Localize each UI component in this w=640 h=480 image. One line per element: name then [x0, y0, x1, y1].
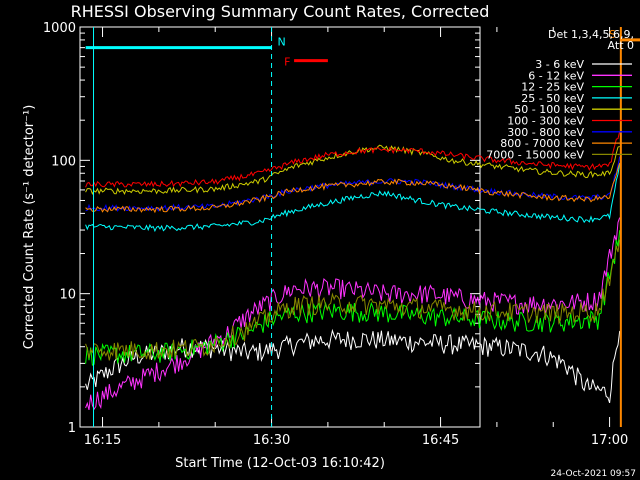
legend-header: Att 0 — [608, 39, 634, 52]
x-tick-label: 16:30 — [253, 433, 290, 448]
x-tick-label: 16:15 — [84, 433, 121, 448]
chart-title: RHESSI Observing Summary Count Rates, Co… — [71, 2, 490, 21]
x-tick-label: 16:45 — [422, 433, 459, 448]
series-6-12keV — [85, 217, 621, 411]
series-line-pre-gap — [85, 163, 621, 233]
series-layer — [85, 131, 621, 411]
legend-entry-label: 100 - 300 keV — [507, 115, 584, 128]
y-tick-label: 1 — [68, 421, 76, 436]
x-tick-label: 17:00 — [591, 433, 628, 448]
axes-group: 110100100016:1516:3016:4517:0017:1517:30… — [43, 21, 628, 448]
legend-entry-label: 800 - 7000 keV — [500, 137, 584, 150]
series-800-7000keV — [85, 162, 621, 214]
legend-header: Det 1,3,4,5,6,9, — [548, 28, 634, 41]
series-line-pre-gap — [85, 230, 621, 366]
footer-date: 24-Oct-2021 09:57 — [551, 469, 636, 479]
overlay-layer: NF S — [85, 27, 640, 427]
legend-entry-label: 50 - 100 keV — [514, 103, 584, 116]
series-line-pre-gap — [85, 144, 620, 195]
y-tick-label: 10 — [59, 288, 76, 303]
series-line-pre-gap — [85, 328, 621, 404]
plot-frame — [79, 26, 481, 428]
y-tick-label: 100 — [51, 154, 76, 169]
series-7000-15000keV — [85, 239, 621, 361]
series-line-pre-gap — [85, 162, 621, 214]
legend-entry-label: 12 - 25 keV — [521, 81, 584, 94]
series-line-pre-gap — [85, 239, 621, 361]
legend-entry-label: 3 - 6 keV — [535, 58, 584, 71]
legend-entry-label: 25 - 50 keV — [521, 92, 584, 105]
y-axis-label: Corrected Count Rate (s⁻¹ detector⁻¹) — [22, 105, 37, 350]
legend-entry-label: 6 - 12 keV — [528, 69, 584, 82]
series-line-pre-gap — [85, 217, 621, 411]
series-line-pre-gap — [85, 131, 621, 188]
legend-entry-label: 300 - 800 keV — [507, 126, 584, 139]
series-line-pre-gap — [85, 156, 621, 213]
x-axis-label: Start Time (12-Oct-03 16:10:42) — [175, 456, 385, 471]
series-25-50keV — [85, 163, 621, 233]
state-bar-label: F — [284, 56, 290, 69]
series-100-300keV — [85, 131, 621, 188]
y-tick-label: 1000 — [43, 21, 76, 36]
state-bar-label: S — [609, 28, 616, 41]
series-50-100keV — [85, 144, 620, 195]
legend-entry-label: 7000 - 15000 keV — [486, 148, 584, 161]
state-bar-label: N — [278, 36, 286, 49]
